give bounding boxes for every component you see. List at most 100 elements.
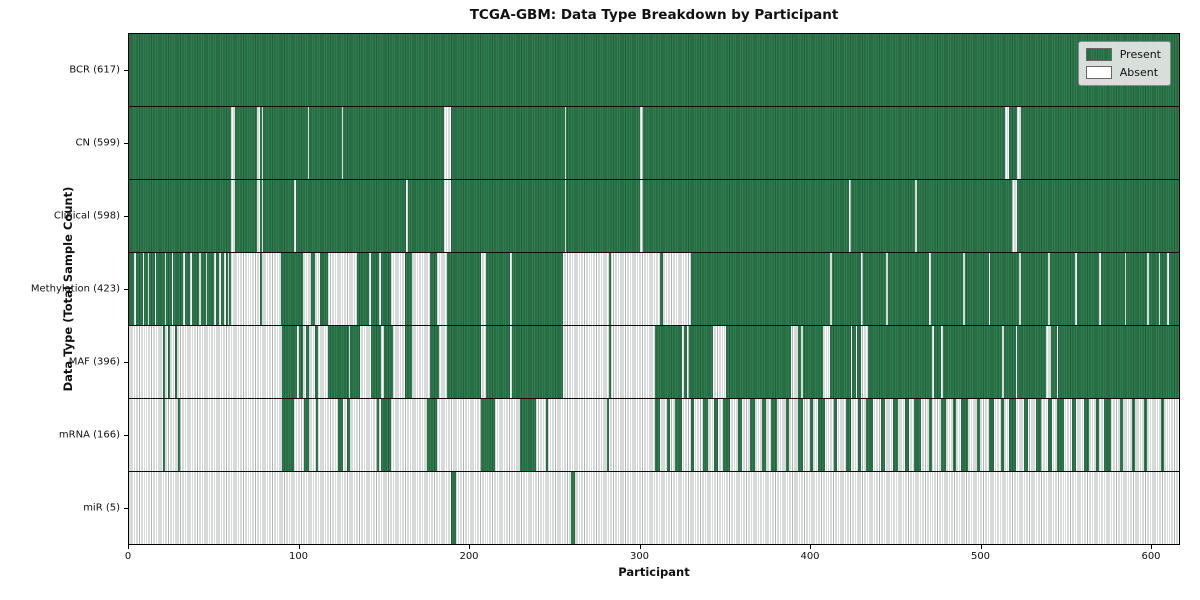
present-segment (893, 399, 899, 471)
absent-segment (940, 326, 943, 398)
x-tick-label-300: 300 (629, 551, 650, 562)
absent-segment (980, 399, 989, 471)
x-tick-label-500: 500 (970, 551, 991, 562)
absent-segment (147, 253, 150, 325)
absent-segment (777, 399, 786, 471)
present-segment (867, 326, 933, 398)
present-segment (357, 253, 370, 325)
present-segment (207, 253, 215, 325)
present-segment (930, 253, 963, 325)
present-segment (1131, 399, 1136, 471)
absent-segment (670, 399, 676, 471)
present-segment (486, 326, 511, 398)
present-segment (1020, 107, 1180, 179)
x-tick-mark (128, 545, 129, 549)
present-segment (370, 253, 380, 325)
present-segment (316, 399, 318, 471)
absent-segment (129, 326, 164, 398)
absent-segment (610, 253, 661, 325)
absent-segment (176, 326, 283, 398)
absent-segment (663, 253, 691, 325)
absent-segment (309, 399, 317, 471)
absent-segment (791, 326, 798, 398)
absent-segment (198, 253, 201, 325)
present-segment (404, 326, 412, 398)
absent-segment (1146, 253, 1149, 325)
present-segment (263, 107, 308, 179)
present-segment (280, 253, 303, 325)
x-tick-label-100: 100 (288, 551, 309, 562)
present-segment (1000, 399, 1004, 471)
absent-segment (164, 399, 179, 471)
present-segment (1143, 399, 1148, 471)
absent-segment (850, 399, 858, 471)
absent-segment (302, 253, 312, 325)
matrix-row-methylation (129, 253, 1180, 326)
x-tick-label-0: 0 (124, 551, 132, 562)
present-segment (377, 399, 380, 471)
absent-segment (164, 253, 167, 325)
absent-segment (1075, 253, 1078, 325)
present-segment (762, 399, 766, 471)
present-segment (857, 399, 861, 471)
present-segment (722, 399, 730, 471)
present-segment (666, 399, 671, 471)
absent-segment (317, 399, 339, 471)
present-segment (430, 326, 439, 398)
present-segment (263, 180, 295, 252)
y-tick-label-cn: CN (599) (75, 137, 120, 149)
absent-segment (803, 399, 810, 471)
present-segment (350, 326, 361, 398)
present-segment (163, 326, 165, 398)
absent-segment (1015, 326, 1018, 398)
absent-segment (682, 399, 691, 471)
y-tick-label-maf: MAF (396) (68, 356, 120, 368)
present-segment (129, 180, 232, 252)
present-segment (1017, 326, 1047, 398)
absent-segment (1017, 107, 1021, 179)
absent-segment (481, 253, 487, 325)
present-segment (1148, 253, 1159, 325)
present-segment (234, 107, 257, 179)
absent-segment (855, 326, 858, 398)
x-tick-label-600: 600 (1141, 551, 1161, 562)
absent-segment (1056, 326, 1059, 398)
present-segment (306, 326, 310, 398)
present-segment (688, 326, 713, 398)
absent-segment (956, 399, 962, 471)
matrix-row-mir (129, 472, 1180, 544)
present-segment (934, 326, 941, 398)
present-segment (888, 253, 929, 325)
absent-segment (932, 326, 935, 398)
present-segment (1008, 107, 1018, 179)
absent-segment (729, 399, 739, 471)
absent-segment (535, 399, 546, 471)
absent-segment (392, 326, 405, 398)
present-segment (384, 326, 393, 398)
present-segment (166, 253, 172, 325)
absent-segment (437, 253, 448, 325)
absent-segment (438, 326, 448, 398)
absent-segment (129, 472, 451, 544)
absent-segment (307, 107, 310, 179)
present-segment (295, 180, 407, 252)
present-segment (346, 399, 351, 471)
absent-segment (169, 326, 175, 398)
present-segment (714, 399, 718, 471)
present-segment (862, 253, 887, 325)
absent-segment (1003, 399, 1010, 471)
present-segment (511, 326, 563, 398)
absent-segment (765, 399, 771, 471)
present-segment (905, 399, 909, 471)
present-segment (785, 399, 790, 471)
present-segment (545, 399, 548, 471)
absent-segment (920, 399, 930, 471)
y-tick-label-mir: miR (5) (83, 502, 120, 514)
absent-segment (129, 399, 164, 471)
present-swatch (1085, 48, 1112, 61)
absent-segment (510, 253, 512, 325)
absent-segment (574, 472, 1180, 544)
absent-segment (142, 253, 145, 325)
absent-segment (707, 399, 715, 471)
y-tick-mark (124, 69, 128, 71)
